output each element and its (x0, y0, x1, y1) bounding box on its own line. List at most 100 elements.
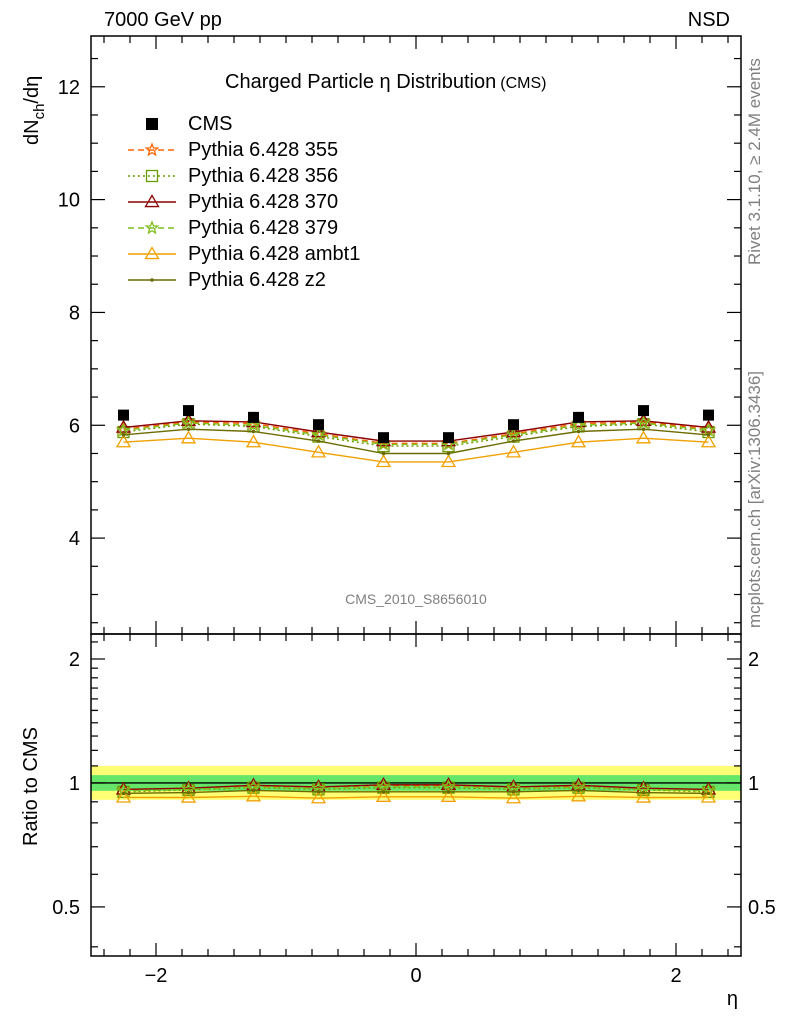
legend-entry: Pythia 6.428 355 (128, 139, 338, 161)
ratio-series-marker (180, 789, 197, 803)
legend-entry: Pythia 6.428 z2 (128, 269, 326, 291)
ratio-series-marker (316, 790, 321, 794)
ratio-series-marker (186, 790, 191, 795)
x-tick-label: 0 (410, 965, 421, 987)
legend: CMS Pythia 6.428 355 Pythia 6.428 356 Pythi… (128, 113, 360, 291)
ratio-series-line (123, 795, 709, 799)
series-marker (700, 419, 717, 433)
ratio-series-marker (375, 789, 392, 802)
series-marker (571, 417, 586, 432)
series-marker (636, 415, 651, 430)
legend-marker (144, 220, 160, 235)
ratio-series-line (123, 786, 709, 792)
ratio-series-lines (115, 777, 717, 804)
data-point (703, 409, 714, 421)
data-point (313, 419, 324, 431)
data-point (118, 409, 129, 421)
ratio-series-marker (635, 789, 652, 803)
ratio-series-line (123, 789, 709, 795)
axis-ticks (91, 36, 741, 956)
series-marker (115, 434, 132, 448)
x-tick-label: −2 (145, 965, 168, 987)
series-line (123, 422, 709, 446)
data-points (118, 405, 714, 444)
ratio-y-tick-label: 2 (69, 649, 80, 671)
data-point (573, 411, 584, 423)
y-tick-label: 12 (58, 77, 80, 99)
y-tick-label: 8 (69, 302, 80, 324)
data-point (378, 432, 389, 444)
ratio-y-tick-label: 1 (69, 773, 80, 795)
data-point (638, 405, 649, 417)
ratio-series-marker (641, 790, 646, 795)
y-tick-label: 6 (69, 415, 80, 437)
ratio-series-line (123, 784, 709, 791)
ratio-series-marker (121, 791, 126, 796)
ratio-y-tick-label-right: 1 (748, 773, 759, 795)
series-marker (245, 434, 262, 448)
data-point (508, 419, 519, 431)
series-marker (246, 417, 261, 432)
legend-label: Pythia 6.428 356 (188, 165, 338, 187)
series-marker (570, 434, 587, 448)
legend-entry: CMS (146, 113, 232, 135)
legend-label: Pythia 6.428 370 (188, 191, 338, 213)
header-right: NSD (688, 9, 730, 31)
legend-marker (146, 118, 158, 130)
series-marker (505, 444, 522, 458)
ratio-y-tick-label: 0.5 (52, 897, 80, 919)
series-marker (511, 439, 516, 443)
series-marker (440, 454, 457, 468)
series-marker (310, 444, 327, 458)
series-marker (181, 415, 196, 430)
series-marker (446, 451, 451, 456)
legend-entry: Pythia 6.428 379 (128, 217, 338, 239)
series-marker (635, 430, 652, 444)
y-tick-label: 10 (58, 190, 80, 212)
side-text-top: Rivet 3.1.10, ≥ 2.4M events (745, 58, 764, 265)
series-marker (701, 422, 716, 437)
ratio-series-marker (310, 790, 327, 804)
series-marker (121, 433, 126, 437)
legend-marker (144, 194, 160, 208)
side-text-bottom: mcplots.cern.ch [arXiv:1306.3436] (745, 371, 764, 628)
series-marker (506, 427, 521, 442)
header-left: 7000 GeV pp (104, 9, 222, 31)
analysis-watermark: CMS_2010_S8656010 (345, 591, 487, 607)
legend-marker (150, 278, 154, 282)
series-line (123, 437, 709, 463)
ratio-series-marker (251, 788, 256, 793)
ratio-y-tick-label-right: 2 (748, 649, 759, 671)
series-line (123, 428, 709, 455)
ratio-series-marker (115, 789, 132, 803)
series-marker (310, 424, 327, 438)
ratio-series-marker (381, 790, 386, 794)
legend-label: Pythia 6.428 z2 (188, 269, 326, 291)
series-marker (381, 451, 386, 456)
y-axis-label-main: dNch/dη (21, 76, 48, 145)
legend-marker (145, 169, 159, 183)
series-marker (636, 414, 651, 429)
series-marker (641, 427, 646, 432)
legend-entry: Pythia 6.428 370 (128, 191, 338, 213)
series-line (123, 420, 709, 442)
main-series-lines (115, 412, 717, 468)
series-marker (316, 439, 321, 443)
y-axis-label-ratio: Ratio to CMS (20, 727, 42, 846)
series-marker (180, 430, 197, 444)
series-marker (116, 422, 131, 437)
ratio-series-marker (245, 788, 262, 802)
ratio-series-marker (706, 791, 711, 796)
series-marker (706, 433, 711, 437)
ratio-series-marker (440, 789, 457, 802)
series-line (123, 421, 709, 444)
legend-marker (144, 246, 160, 260)
ratio-series-marker (505, 790, 522, 804)
series-marker (251, 429, 256, 434)
ratio-series-marker (446, 790, 451, 794)
ratio-y-tick-label-right: 0.5 (748, 897, 776, 919)
series-marker (186, 427, 191, 432)
series-marker (115, 419, 132, 433)
legend-entry: Pythia 6.428 ambt1 (128, 243, 360, 265)
